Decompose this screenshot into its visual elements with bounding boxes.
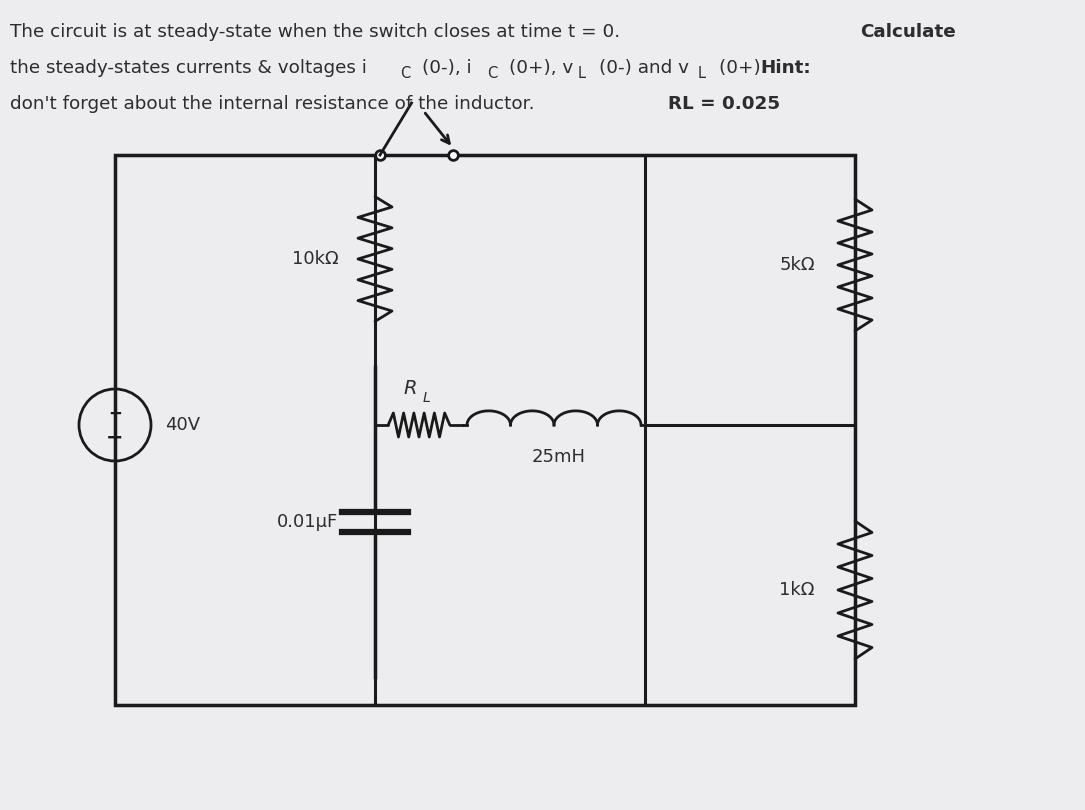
Text: the steady-states currents & voltages i: the steady-states currents & voltages i xyxy=(10,59,367,77)
Text: Hint:: Hint: xyxy=(760,59,810,77)
Text: 10kΩ: 10kΩ xyxy=(292,250,339,268)
Text: The circuit is at steady-state when the switch closes at time t = 0.: The circuit is at steady-state when the … xyxy=(10,23,629,41)
Text: L: L xyxy=(578,66,586,80)
Text: 25mH: 25mH xyxy=(532,448,586,466)
Text: L: L xyxy=(698,66,706,80)
Text: (0-) and v: (0-) and v xyxy=(599,59,689,77)
Text: C: C xyxy=(487,66,497,80)
Text: 0.01μF: 0.01μF xyxy=(277,513,337,531)
Text: 1kΩ: 1kΩ xyxy=(779,581,815,599)
Text: 40V: 40V xyxy=(165,416,200,434)
Text: +: + xyxy=(108,405,122,423)
Text: don't forget about the internal resistance of the inductor.: don't forget about the internal resistan… xyxy=(10,95,544,113)
Text: RL = 0.025: RL = 0.025 xyxy=(668,95,780,113)
Text: C: C xyxy=(400,66,410,80)
Text: 5kΩ: 5kΩ xyxy=(779,256,815,274)
Text: (0+).: (0+). xyxy=(719,59,776,77)
Text: (0-), i: (0-), i xyxy=(422,59,472,77)
Text: R: R xyxy=(404,380,417,399)
Text: L: L xyxy=(423,391,431,405)
Bar xyxy=(115,155,855,705)
Text: (0+), v: (0+), v xyxy=(509,59,573,77)
Text: Calculate: Calculate xyxy=(860,23,956,41)
Text: −: − xyxy=(106,428,124,448)
